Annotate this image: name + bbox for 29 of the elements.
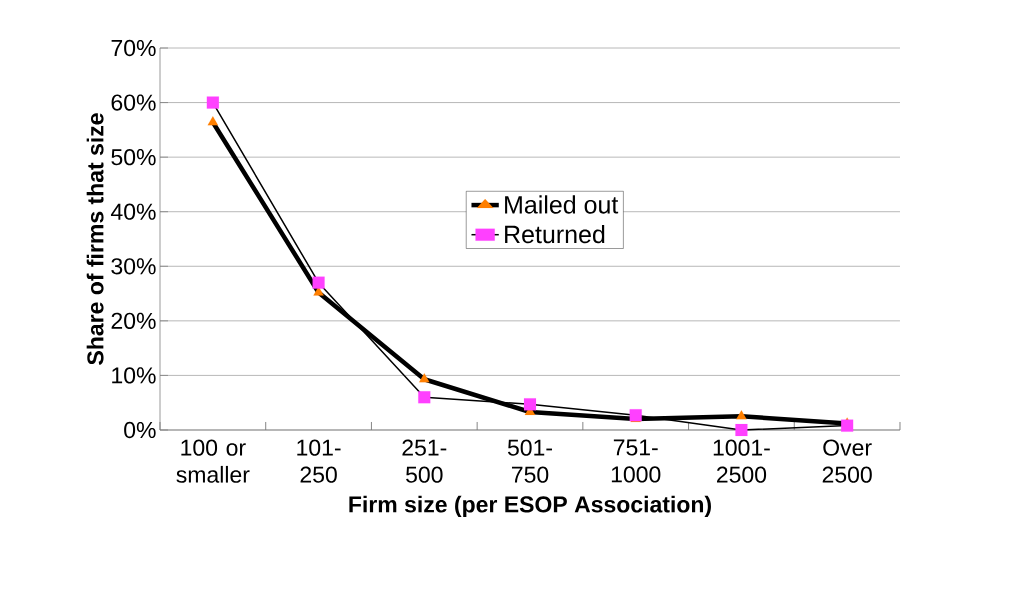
y-tick-label: 60%	[111, 94, 156, 111]
y-tick-label: 50%	[111, 149, 156, 166]
point	[841, 419, 854, 432]
y-tick-label: 10%	[112, 367, 156, 384]
point	[206, 96, 219, 109]
y-tick-label: 70%	[111, 39, 156, 57]
legend-label: Returned	[505, 224, 605, 244]
legend-label: Mailed out	[505, 195, 619, 214]
x-axis-title: Firm size (per ESOP Association)	[349, 495, 711, 518]
y-axis-title: Share of firms that size	[86, 113, 104, 365]
x-tick-label: 751-1000	[611, 439, 661, 483]
y-tick-label: 40%	[110, 203, 156, 220]
x-tick-label: 501-750	[507, 439, 552, 483]
y-tick-label: 0%	[124, 421, 156, 439]
point	[735, 423, 748, 437]
point	[736, 410, 747, 420]
x-tick-label: 100 or smaller	[176, 439, 250, 483]
x-tick-label: 101-250	[297, 439, 341, 483]
x-tick-label: 251-500	[402, 439, 447, 483]
point	[207, 116, 219, 126]
y-tick-label: 30%	[111, 258, 156, 275]
point	[629, 409, 642, 422]
point	[523, 398, 537, 411]
y-tick-label: 20%	[111, 312, 156, 329]
point	[312, 276, 325, 289]
x-tick-label: Over 2500	[822, 439, 872, 483]
point	[419, 373, 430, 383]
point	[418, 391, 431, 404]
x-tick-label: 1001-2500	[713, 439, 770, 483]
